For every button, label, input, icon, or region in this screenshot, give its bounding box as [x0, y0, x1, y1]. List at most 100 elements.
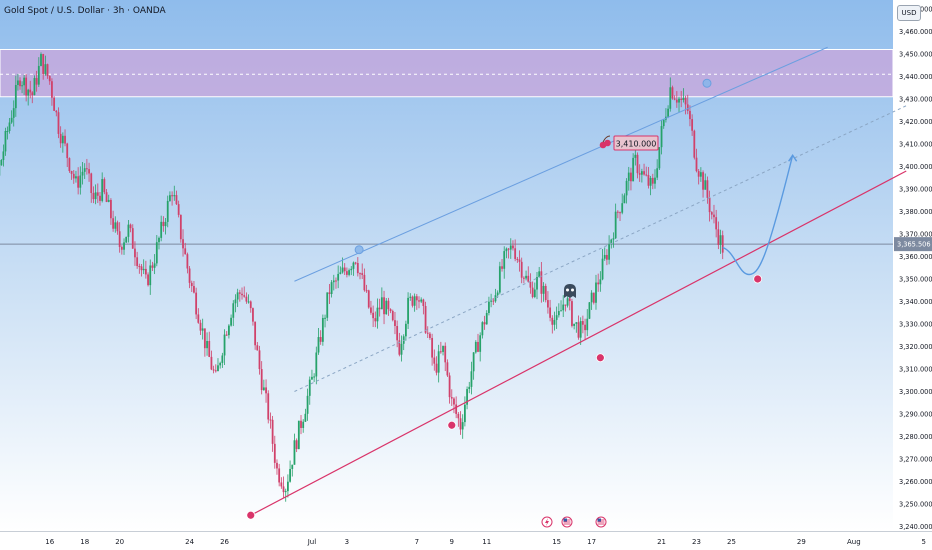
candle-body[interactable] — [536, 277, 538, 290]
us-flag-icon[interactable] — [595, 516, 607, 528]
candle-body[interactable] — [627, 172, 630, 181]
candle-body[interactable] — [75, 176, 77, 179]
candle-body[interactable] — [199, 322, 202, 331]
candle-body[interactable] — [404, 323, 407, 337]
candle-body[interactable] — [420, 299, 423, 302]
candle-body[interactable] — [203, 328, 206, 349]
candle-body[interactable] — [14, 85, 17, 109]
candle-body[interactable] — [378, 307, 381, 310]
candle-body[interactable] — [173, 195, 176, 197]
candle-body[interactable] — [533, 289, 536, 297]
candle-body[interactable] — [518, 259, 521, 262]
candle-body[interactable] — [0, 160, 3, 166]
candle-body[interactable] — [311, 376, 313, 380]
candle-body[interactable] — [540, 271, 543, 294]
candle-body[interactable] — [509, 245, 512, 250]
candle-body[interactable] — [64, 135, 66, 144]
candle-body[interactable] — [330, 282, 333, 295]
candle-body[interactable] — [142, 268, 145, 271]
candle-body[interactable] — [321, 317, 324, 342]
candle-body[interactable] — [394, 320, 396, 327]
resistance-zone[interactable] — [0, 49, 894, 98]
candle-body[interactable] — [221, 355, 224, 363]
candle-body[interactable] — [19, 80, 21, 87]
candle-body[interactable] — [297, 420, 300, 450]
candle-body[interactable] — [120, 246, 123, 250]
candle-body[interactable] — [619, 212, 621, 214]
candle-body[interactable] — [435, 363, 438, 373]
candle-body[interactable] — [241, 293, 243, 296]
candle-body[interactable] — [710, 212, 713, 215]
candle-body[interactable] — [612, 238, 615, 240]
candle-body[interactable] — [498, 266, 501, 293]
candle-body[interactable] — [719, 235, 722, 245]
candle-body[interactable] — [217, 365, 219, 372]
candle-body[interactable] — [31, 92, 34, 96]
candle-body[interactable] — [426, 332, 429, 334]
candle-body[interactable] — [442, 345, 444, 352]
candle-body[interactable] — [319, 337, 322, 342]
candle-body[interactable] — [212, 369, 215, 371]
candle-body[interactable] — [236, 292, 239, 300]
candle-body[interactable] — [153, 263, 156, 268]
candle-body[interactable] — [562, 304, 565, 311]
candle-body[interactable] — [149, 265, 152, 286]
candle-body[interactable] — [55, 110, 58, 113]
candle-body[interactable] — [223, 334, 226, 356]
us-flag-icon[interactable] — [561, 516, 573, 528]
candle-body[interactable] — [308, 379, 311, 396]
candle-body[interactable] — [147, 274, 149, 286]
candle-body[interactable] — [169, 195, 171, 201]
candle-body[interactable] — [501, 266, 503, 269]
candle-body[interactable] — [291, 464, 294, 469]
candle-body[interactable] — [302, 421, 305, 428]
candle-body[interactable] — [463, 404, 466, 423]
candle-body[interactable] — [424, 305, 427, 333]
candle-body[interactable] — [184, 248, 187, 255]
candle-body[interactable] — [675, 99, 678, 103]
candle-body[interactable] — [581, 321, 584, 325]
candle-body[interactable] — [2, 151, 5, 161]
candle-body[interactable] — [66, 143, 69, 159]
candle-body[interactable] — [17, 80, 19, 86]
candle-body[interactable] — [29, 89, 32, 93]
candle-body[interactable] — [171, 195, 173, 197]
candle-body[interactable] — [551, 317, 554, 325]
candle-body[interactable] — [105, 192, 108, 202]
candle-body[interactable] — [352, 262, 355, 269]
candle-body[interactable] — [660, 126, 663, 148]
candle-body[interactable] — [684, 97, 687, 105]
candle-body[interactable] — [40, 54, 42, 66]
candle-body[interactable] — [708, 197, 711, 213]
candle-body[interactable] — [35, 78, 38, 85]
candle-body[interactable] — [516, 258, 519, 260]
candle-body[interactable] — [595, 282, 597, 303]
candle-body[interactable] — [25, 77, 28, 96]
candle-body[interactable] — [429, 333, 431, 338]
candle-body[interactable] — [490, 300, 493, 302]
candle-body[interactable] — [573, 323, 576, 326]
candle-body[interactable] — [107, 199, 110, 202]
candle-body[interactable] — [166, 200, 169, 222]
candle-body[interactable] — [680, 98, 683, 100]
candle-body[interactable] — [361, 273, 364, 275]
candle-body[interactable] — [564, 304, 567, 306]
candle-body[interactable] — [383, 297, 385, 315]
candle-body[interactable] — [195, 292, 198, 315]
candle-body[interactable] — [354, 262, 357, 264]
candle-body[interactable] — [339, 272, 342, 274]
candle-body[interactable] — [271, 419, 274, 444]
candle-body[interactable] — [407, 297, 409, 324]
candle-body[interactable] — [350, 268, 353, 271]
candle-body[interactable] — [632, 157, 635, 182]
candle-body[interactable] — [699, 172, 702, 177]
candle-body[interactable] — [79, 175, 82, 188]
candle-body[interactable] — [437, 351, 440, 373]
candle-body[interactable] — [623, 195, 626, 204]
candle-body[interactable] — [606, 254, 608, 260]
candle-body[interactable] — [715, 217, 718, 230]
candle-body[interactable] — [8, 122, 11, 131]
candle-body[interactable] — [136, 257, 139, 267]
candle-body[interactable] — [520, 261, 523, 278]
candle-body[interactable] — [400, 343, 403, 355]
